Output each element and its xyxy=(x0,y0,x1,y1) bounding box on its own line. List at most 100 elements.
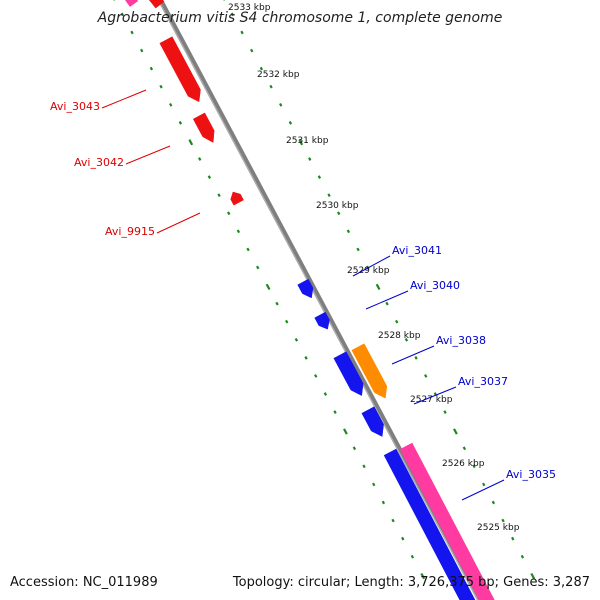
tick-mark xyxy=(410,554,415,559)
gene-label[interactable]: Avi_3035 xyxy=(506,468,556,481)
gene-avi-3041[interactable] xyxy=(297,278,314,299)
scale-tick-label: 2533 kbp xyxy=(228,3,271,13)
tick-mark xyxy=(198,157,202,161)
scale-tick-label: 2529 kbp xyxy=(347,266,390,276)
tick-mark xyxy=(352,446,357,451)
tick-mark xyxy=(140,48,144,53)
tick-mark xyxy=(323,392,328,396)
map-title: Agrobacterium vitis S4 chromosome 1, com… xyxy=(97,10,503,26)
tick-mark xyxy=(188,139,194,146)
gc-skew-band[interactable] xyxy=(124,0,139,7)
tick-mark xyxy=(304,356,308,360)
tick-mark xyxy=(169,102,173,107)
gene-label[interactable]: Avi_3040 xyxy=(410,279,460,292)
scale-tick-label: 2528 kbp xyxy=(378,331,421,341)
tick-mark xyxy=(265,283,271,291)
tick-mark xyxy=(207,175,212,179)
tick-mark xyxy=(130,30,134,35)
gene-leader-line xyxy=(365,290,409,310)
tick-mark xyxy=(443,410,447,414)
accession-text: Accession: NC_011989 xyxy=(10,575,158,590)
scale-tick-label: 2525 kbp xyxy=(477,523,520,533)
tick-mark xyxy=(362,464,366,469)
gene-avi-3037b[interactable] xyxy=(361,406,384,437)
gene-avi-3043[interactable] xyxy=(159,36,201,103)
gene-avi-3035[interactable] xyxy=(383,448,476,600)
gene-leader-line xyxy=(413,386,457,405)
gene-avi-9915[interactable] xyxy=(230,191,244,206)
gene-avi-3040[interactable] xyxy=(314,311,330,330)
tick-mark xyxy=(217,193,221,198)
tick-mark xyxy=(256,265,260,270)
tick-mark xyxy=(391,518,395,523)
gene-leader-line xyxy=(125,145,171,165)
tick-mark xyxy=(501,518,505,523)
tick-mark xyxy=(520,554,525,559)
gene-leader-line xyxy=(101,89,147,109)
tick-mark xyxy=(250,48,254,53)
tick-mark xyxy=(395,319,399,324)
gene-leader-line xyxy=(352,255,391,277)
gene-leader-line xyxy=(156,212,201,234)
tick-mark xyxy=(343,428,348,435)
tick-mark xyxy=(285,319,289,324)
tick-mark xyxy=(275,301,279,306)
tick-mark xyxy=(333,410,337,414)
topology-text: Topology: circular; Length: 3,726,375 bp… xyxy=(232,575,590,590)
tick-mark xyxy=(288,121,293,125)
tick-mark xyxy=(236,229,241,234)
gene-label[interactable]: Avi_3042 xyxy=(74,156,124,169)
tick-mark xyxy=(375,283,381,291)
tick-mark xyxy=(159,84,163,89)
tick-mark xyxy=(346,229,351,234)
tick-mark xyxy=(240,30,244,35)
scale-tick-label: 2532 kbp xyxy=(257,70,300,80)
gene-label[interactable]: Avi_3043 xyxy=(50,100,100,113)
tick-mark xyxy=(327,193,331,198)
gene-label[interactable]: Avi_3037 xyxy=(458,375,508,388)
forward-cds-band[interactable] xyxy=(148,0,165,9)
tick-mark xyxy=(424,374,428,378)
gene-label[interactable]: Avi_3038 xyxy=(436,334,486,347)
tick-mark xyxy=(178,121,183,125)
backbone-highlight xyxy=(157,0,479,600)
tick-mark xyxy=(246,247,250,252)
tick-mark xyxy=(381,500,386,505)
tick-mark xyxy=(472,464,476,469)
tick-mark xyxy=(385,301,389,306)
tick-mark xyxy=(356,247,360,252)
scale-tick-label: 2527 kbp xyxy=(410,395,453,405)
tick-mark xyxy=(314,374,318,378)
tick-mark xyxy=(294,337,299,342)
tick-mark xyxy=(337,211,341,216)
tick-mark xyxy=(317,175,322,179)
tick-mark xyxy=(530,572,536,580)
tick-mark xyxy=(420,572,426,580)
gene-avi-3038[interactable] xyxy=(351,343,388,399)
gene-avi-3037[interactable] xyxy=(333,351,364,396)
tick-mark xyxy=(259,66,264,71)
gene-avi-3042[interactable] xyxy=(192,112,215,143)
gene-label[interactable]: Avi_3041 xyxy=(392,244,442,257)
tick-mark xyxy=(372,482,376,487)
scale-tick-label: 2530 kbp xyxy=(316,201,359,211)
tick-mark xyxy=(511,536,515,541)
tick-mark xyxy=(269,84,273,89)
tick-mark xyxy=(298,139,304,146)
tick-mark xyxy=(482,482,486,487)
tick-mark xyxy=(404,337,409,342)
gene-leader-line xyxy=(461,479,505,501)
tick-mark xyxy=(491,500,496,505)
tick-mark xyxy=(279,102,283,107)
tick-mark xyxy=(120,12,125,17)
tick-mark xyxy=(227,211,231,216)
gene-label[interactable]: Avi_9915 xyxy=(105,225,155,238)
gc-skew-band[interactable] xyxy=(399,442,495,600)
tick-mark xyxy=(401,536,405,541)
scale-tick-label: 2526 kbp xyxy=(442,459,485,469)
tick-mark xyxy=(149,66,154,71)
tick-mark xyxy=(308,157,312,161)
tick-mark xyxy=(414,356,418,360)
